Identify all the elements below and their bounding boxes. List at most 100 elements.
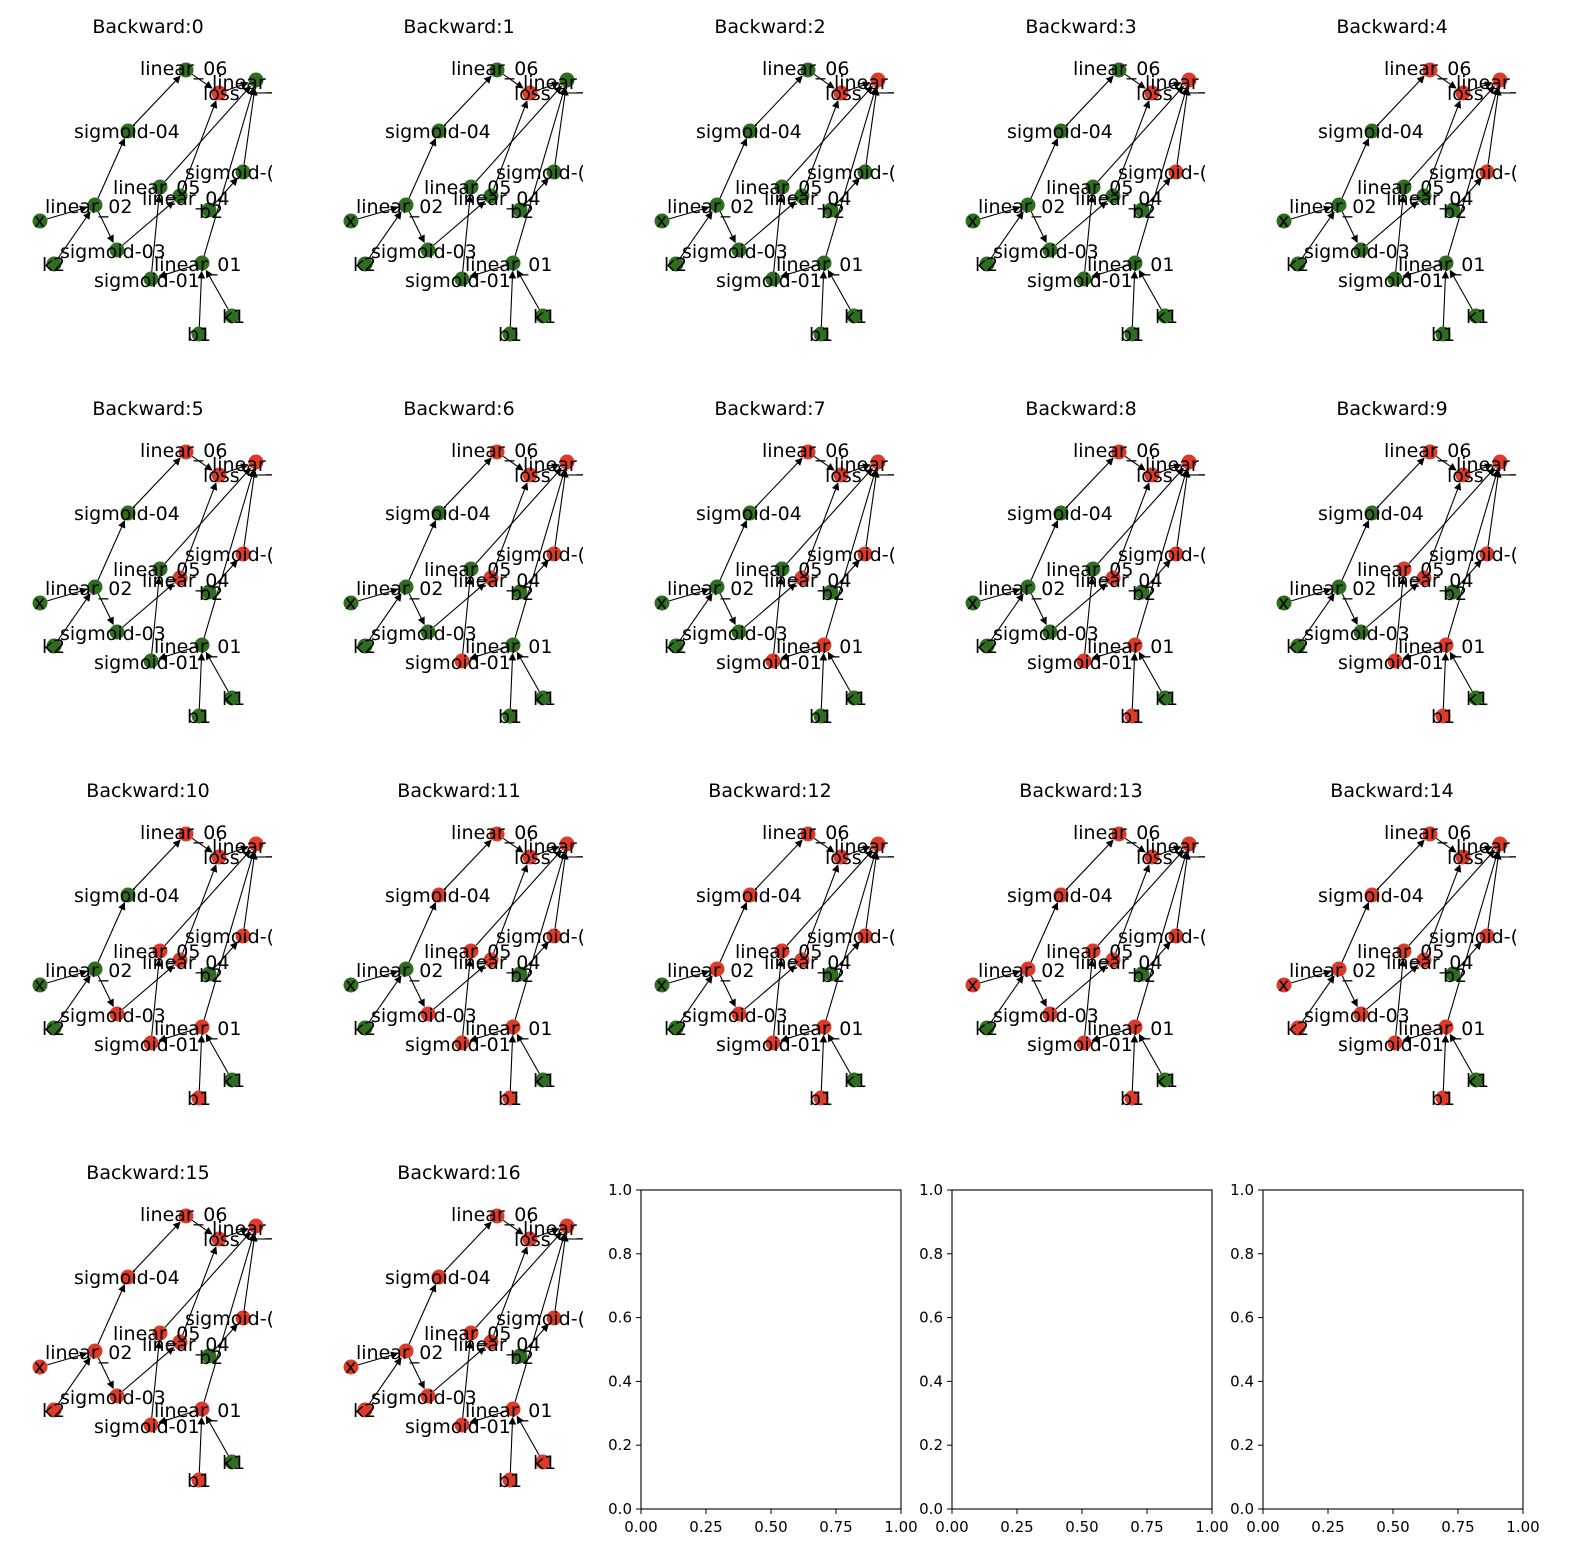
edge-sigmoid-04-to-linear_06 xyxy=(443,839,492,890)
x-tick-label: 0.25 xyxy=(1311,1518,1344,1536)
edge-sigmoid-03-to-linear_04 xyxy=(1366,965,1419,1010)
node-sigmoid-06 xyxy=(1479,164,1495,180)
edge-linear_01-to-linear_07 xyxy=(825,469,878,638)
node-label-linear_01: linear_01 xyxy=(1398,254,1485,276)
edge-sigmoid-01-to-linear_05 xyxy=(1395,194,1407,272)
subplot-title: Backward:13 xyxy=(1019,780,1142,802)
edge-linear_01-to-sigmoid-01 xyxy=(1402,1028,1440,1043)
edge-sigmoid-06-to-linear_07 xyxy=(865,851,880,929)
empty-axes-1: 0.00 0.25 0.50 0.75 1.00 0.0 0.2 0.4 0.6 0.8 1.0 xyxy=(919,1181,1229,1536)
edge-k1-to-linear_01 xyxy=(827,269,851,310)
node-label-b2: b2 xyxy=(510,1347,534,1369)
node-label-loss: loss xyxy=(825,847,862,869)
edge-linear_05-to-linear_07 xyxy=(164,467,251,564)
edge-sigmoid-03-to-linear_04 xyxy=(744,965,797,1010)
node-label-sigmoid-01: sigmoid-01 xyxy=(1027,1034,1133,1056)
edge-linear_02-to-sigmoid-04 xyxy=(1030,902,1059,963)
x-tick-label: 0.25 xyxy=(1000,1518,1033,1536)
edge-sigmoid-06-to-linear_07 xyxy=(554,469,569,547)
edge-sigmoid-06-to-linear_07 xyxy=(243,851,258,929)
edge-b2-to-sigmoid-06 xyxy=(213,941,238,969)
edge-k2-to-linear_02 xyxy=(57,593,91,641)
frames-layer: linear_06linear_(losssigmoid-04sigmoid-(… xyxy=(32,16,1518,1492)
edge-k1-to-linear_01 xyxy=(516,651,540,692)
subplot-title: Backward:1 xyxy=(403,16,514,38)
node-loss xyxy=(1144,85,1160,101)
node-label-linear_07: linear_( xyxy=(834,72,905,94)
node-label-k2: k2 xyxy=(353,254,376,276)
node-sigmoid-03 xyxy=(109,1388,125,1404)
node-label-linear_05: linear_05 xyxy=(113,1323,200,1345)
edge-linear_01-to-linear_07 xyxy=(514,87,567,256)
edge-sigmoid-04-to-linear_06 xyxy=(132,75,181,126)
node-label-sigmoid-03: sigmoid-03 xyxy=(371,1387,477,1409)
node-k1 xyxy=(846,308,862,324)
node-sigmoid-01 xyxy=(1387,271,1403,287)
node-label-sigmoid-06: sigmoid-( xyxy=(185,926,274,948)
node-label-sigmoid-06: sigmoid-( xyxy=(1429,162,1518,184)
node-label-loss: loss xyxy=(1136,83,1173,105)
node-label-k1: k1 xyxy=(222,306,245,328)
edge-b1-to-linear_01 xyxy=(197,1034,206,1091)
edge-loss-to-linear_07 xyxy=(1469,463,1493,474)
node-linear_06 xyxy=(800,444,816,460)
node-label-linear_04: linear_04 xyxy=(1386,188,1473,210)
node-b1 xyxy=(191,326,207,342)
edge-linear_01-to-linear_07 xyxy=(203,469,256,638)
node-label-linear_06: linear_06 xyxy=(140,440,227,462)
edge-linear_02-to-sigmoid-04 xyxy=(719,520,748,581)
node-loss xyxy=(833,849,849,865)
edge-sigmoid-01-to-linear_05 xyxy=(151,576,163,654)
edge-sigmoid-01-to-linear_05 xyxy=(1395,958,1407,1036)
node-label-linear_05: linear_05 xyxy=(735,559,822,581)
node-linear_04 xyxy=(794,188,810,204)
edge-sigmoid-06-to-linear_07 xyxy=(1487,87,1502,165)
node-label-sigmoid-03: sigmoid-03 xyxy=(682,241,788,263)
node-label-k1: k1 xyxy=(533,306,556,328)
node-label-b2: b2 xyxy=(510,583,534,605)
edge-b2-to-sigmoid-06 xyxy=(1146,559,1171,587)
node-label-linear_01: linear_01 xyxy=(154,636,241,658)
edge-linear_01-to-linear_07 xyxy=(825,851,878,1020)
node-linear_04 xyxy=(1105,952,1121,968)
edge-linear_01-to-sigmoid-01 xyxy=(158,1410,196,1425)
node-label-linear_05: linear_05 xyxy=(735,941,822,963)
node-label-linear_04: linear_04 xyxy=(1386,952,1473,974)
node-linear_04 xyxy=(1105,570,1121,586)
node-label-linear_01: linear_01 xyxy=(154,1018,241,1040)
node-sigmoid-01 xyxy=(454,1417,470,1433)
node-sigmoid-06 xyxy=(235,164,251,180)
node-label-linear_06: linear_06 xyxy=(140,822,227,844)
edge-b1-to-linear_01 xyxy=(197,652,206,709)
node-label-linear_06: linear_06 xyxy=(451,1204,538,1226)
node-label-b1: b1 xyxy=(187,324,211,346)
node-linear_04 xyxy=(483,952,499,968)
node-label-x: x xyxy=(34,592,45,614)
edge-sigmoid-03-to-linear_04 xyxy=(433,201,486,246)
edge-k2-to-linear_02 xyxy=(679,593,713,641)
edge-linear_05-to-linear_07 xyxy=(1097,849,1184,946)
edge-x-to-linear_02 xyxy=(47,969,88,984)
edge-linear_02-to-sigmoid-04 xyxy=(97,1284,126,1345)
edge-linear_05-to-linear_07 xyxy=(475,849,562,946)
node-x xyxy=(654,595,670,611)
node-sigmoid-01 xyxy=(765,653,781,669)
edge-linear_01-to-sigmoid-01 xyxy=(469,1028,507,1043)
edge-loss-to-linear_07 xyxy=(225,81,249,92)
node-label-loss: loss xyxy=(1136,465,1173,487)
edge-k1-to-linear_01 xyxy=(205,1033,229,1074)
node-label-sigmoid-06: sigmoid-( xyxy=(1429,926,1518,948)
edge-linear_01-to-sigmoid-01 xyxy=(780,1028,818,1043)
node-linear_05 xyxy=(774,561,790,577)
edge-k2-to-linear_02 xyxy=(57,1357,91,1405)
edge-loss-to-linear_07 xyxy=(847,81,871,92)
node-linear_07 xyxy=(870,454,886,470)
node-linear_01 xyxy=(194,1401,210,1417)
node-linear_07 xyxy=(559,454,575,470)
node-linear_02 xyxy=(398,197,414,213)
y-tick-label: 0.0 xyxy=(608,1500,632,1518)
